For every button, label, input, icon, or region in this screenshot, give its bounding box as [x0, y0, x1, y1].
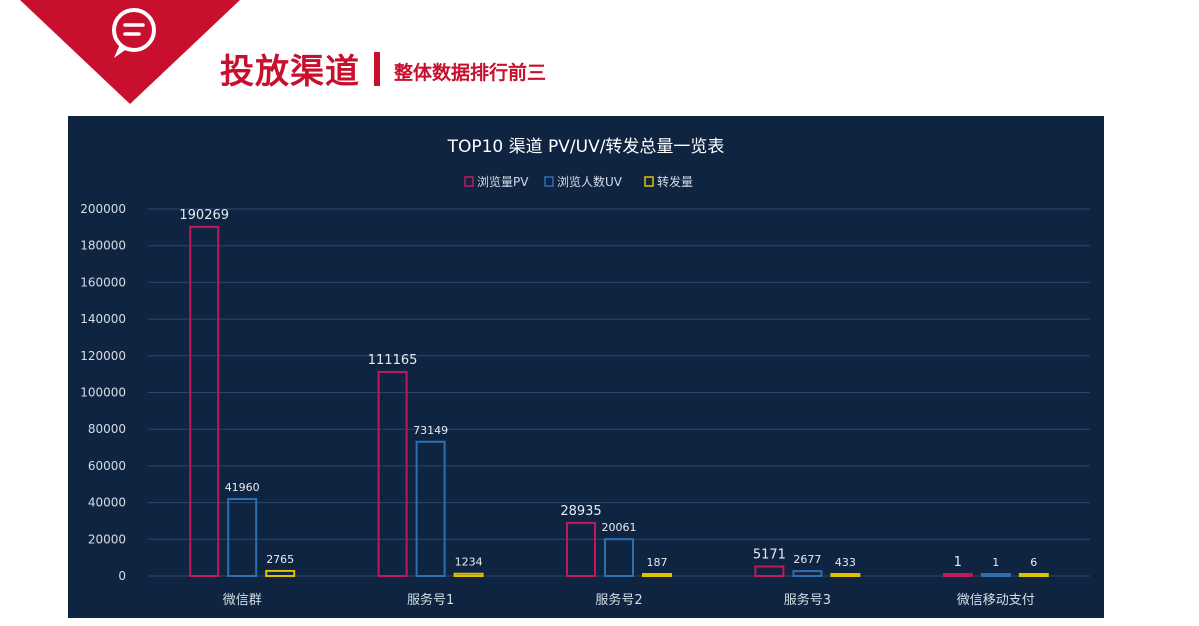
data-label: 1	[992, 556, 999, 569]
chart-title: TOP10 渠道 PV/UV/转发总量一览表	[447, 137, 725, 157]
page-title: 投放渠道	[220, 52, 360, 92]
y-axis: 0 20000 40000 60000 80000 100000 120000 140000 1…	[80, 202, 126, 583]
page-header: 投放渠道 整体数据排行前三	[220, 44, 546, 93]
speech-bubble-icon	[112, 8, 156, 58]
x-tick-label: 服务号2	[595, 592, 642, 608]
bar-chart: TOP10 渠道 PV/UV/转发总量一览表 浏览量PV 浏览人数UV 转发量 0 2…	[80, 137, 1090, 608]
x-tick-label: 服务号3	[784, 592, 831, 608]
bar	[227, 498, 258, 577]
corner-banner	[20, 0, 240, 104]
x-axis: 微信群 服务号1 服务号2 服务号3 微信移动支付	[223, 592, 1035, 608]
chart-bars: 190269 41960 2765 111165 73149 1234 2893520061…	[179, 208, 1049, 578]
x-tick-label: 微信群	[223, 593, 262, 608]
y-tick-label: 80000	[88, 422, 126, 436]
data-label: 20061	[602, 521, 637, 534]
bar	[830, 573, 861, 577]
legend-swatch	[464, 176, 474, 187]
y-tick-label: 0	[118, 569, 126, 583]
chart-legend: 浏览量PV 浏览人数UV 转发量	[464, 174, 693, 189]
y-tick-label: 200000	[80, 202, 126, 216]
bar	[754, 565, 785, 577]
y-tick-label: 120000	[80, 349, 126, 363]
y-tick-label: 60000	[88, 459, 126, 473]
title-divider	[374, 51, 380, 86]
chart-panel: TOP10 渠道 PV/UV/转发总量一览表 浏览量PV 浏览人数UV 转发量 0 2…	[68, 116, 1104, 618]
bar	[189, 225, 220, 577]
legend-swatch	[544, 176, 554, 187]
data-label: 1234	[455, 556, 483, 569]
y-tick-label: 160000	[80, 275, 126, 289]
data-label: 1	[954, 555, 962, 570]
legend-label: 浏览量PV	[477, 174, 529, 189]
bar	[453, 572, 484, 577]
legend-label: 浏览人数UV	[557, 174, 623, 189]
bar	[566, 521, 596, 577]
bar	[415, 440, 446, 577]
bar	[642, 573, 672, 577]
y-tick-label: 20000	[88, 532, 126, 546]
data-label: 111165	[368, 353, 418, 368]
bar	[265, 569, 296, 578]
data-label: 2765	[266, 553, 294, 566]
data-label: 28935	[560, 504, 601, 519]
data-label: 433	[835, 556, 856, 569]
bar	[980, 573, 1011, 577]
red-triangle-banner	[20, 0, 240, 104]
page-subtitle: 整体数据排行前三	[394, 62, 547, 84]
y-tick-label: 40000	[88, 496, 126, 510]
y-tick-label: 180000	[80, 239, 126, 253]
legend-swatch	[644, 176, 654, 187]
bar	[604, 538, 634, 578]
bar	[377, 371, 408, 578]
data-label: 6	[1030, 556, 1037, 569]
x-tick-label: 微信移动支付	[957, 593, 1035, 608]
data-label: 2677	[793, 553, 821, 566]
data-label: 5171	[753, 548, 786, 563]
data-label: 187	[647, 556, 668, 569]
y-tick-label: 140000	[80, 312, 126, 326]
chart-grid	[148, 208, 1090, 577]
data-label: 73149	[413, 424, 448, 437]
legend-label: 转发量	[657, 174, 693, 189]
bar	[942, 573, 973, 577]
x-tick-label: 服务号1	[407, 592, 454, 608]
bar	[792, 570, 823, 578]
data-label: 190269	[179, 208, 229, 223]
y-tick-label: 100000	[80, 386, 126, 400]
data-label: 41960	[225, 481, 260, 494]
bar	[1018, 573, 1049, 577]
